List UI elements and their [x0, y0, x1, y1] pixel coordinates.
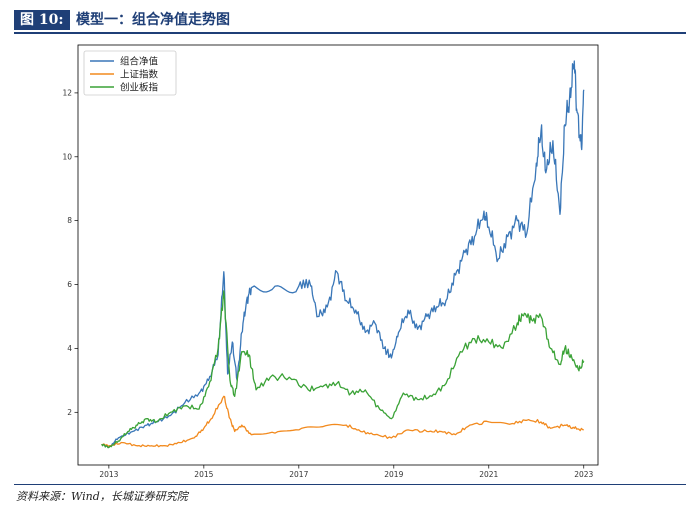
y-tick-label: 8: [67, 216, 72, 225]
figure-header: 图 10: 模型一：组合净值走势图: [14, 8, 686, 32]
legend-label: 组合净值: [120, 56, 159, 68]
plot-frame: [77, 44, 599, 466]
x-tick-label: 2013: [99, 470, 118, 479]
header-rule: [14, 32, 686, 34]
y-tick-label: 4: [67, 344, 72, 353]
y-tick-label: 10: [62, 152, 72, 161]
figure-title: 模型一：组合净值走势图: [76, 12, 230, 28]
series-line: [101, 60, 585, 449]
y-tick-label: 12: [62, 88, 72, 97]
x-tick-label: 2023: [574, 470, 593, 479]
source-note: 资料来源：Wind，长城证券研究院: [16, 490, 188, 503]
y-tick-label: 6: [67, 280, 72, 289]
x-tick-label: 2015: [194, 470, 213, 479]
series-line: [101, 395, 584, 448]
footer-rule: [14, 484, 686, 485]
x-tick-label: 2021: [479, 470, 498, 479]
x-tick-label: 2019: [384, 470, 403, 479]
legend-box: [83, 50, 177, 96]
legend-label: 上证指数: [120, 69, 159, 81]
x-tick-label: 2017: [289, 470, 308, 479]
series-line: [101, 290, 585, 449]
y-tick-label: 2: [67, 408, 72, 417]
figure-label: 图 10:: [14, 10, 70, 30]
legend-label: 创业板指: [120, 82, 159, 94]
